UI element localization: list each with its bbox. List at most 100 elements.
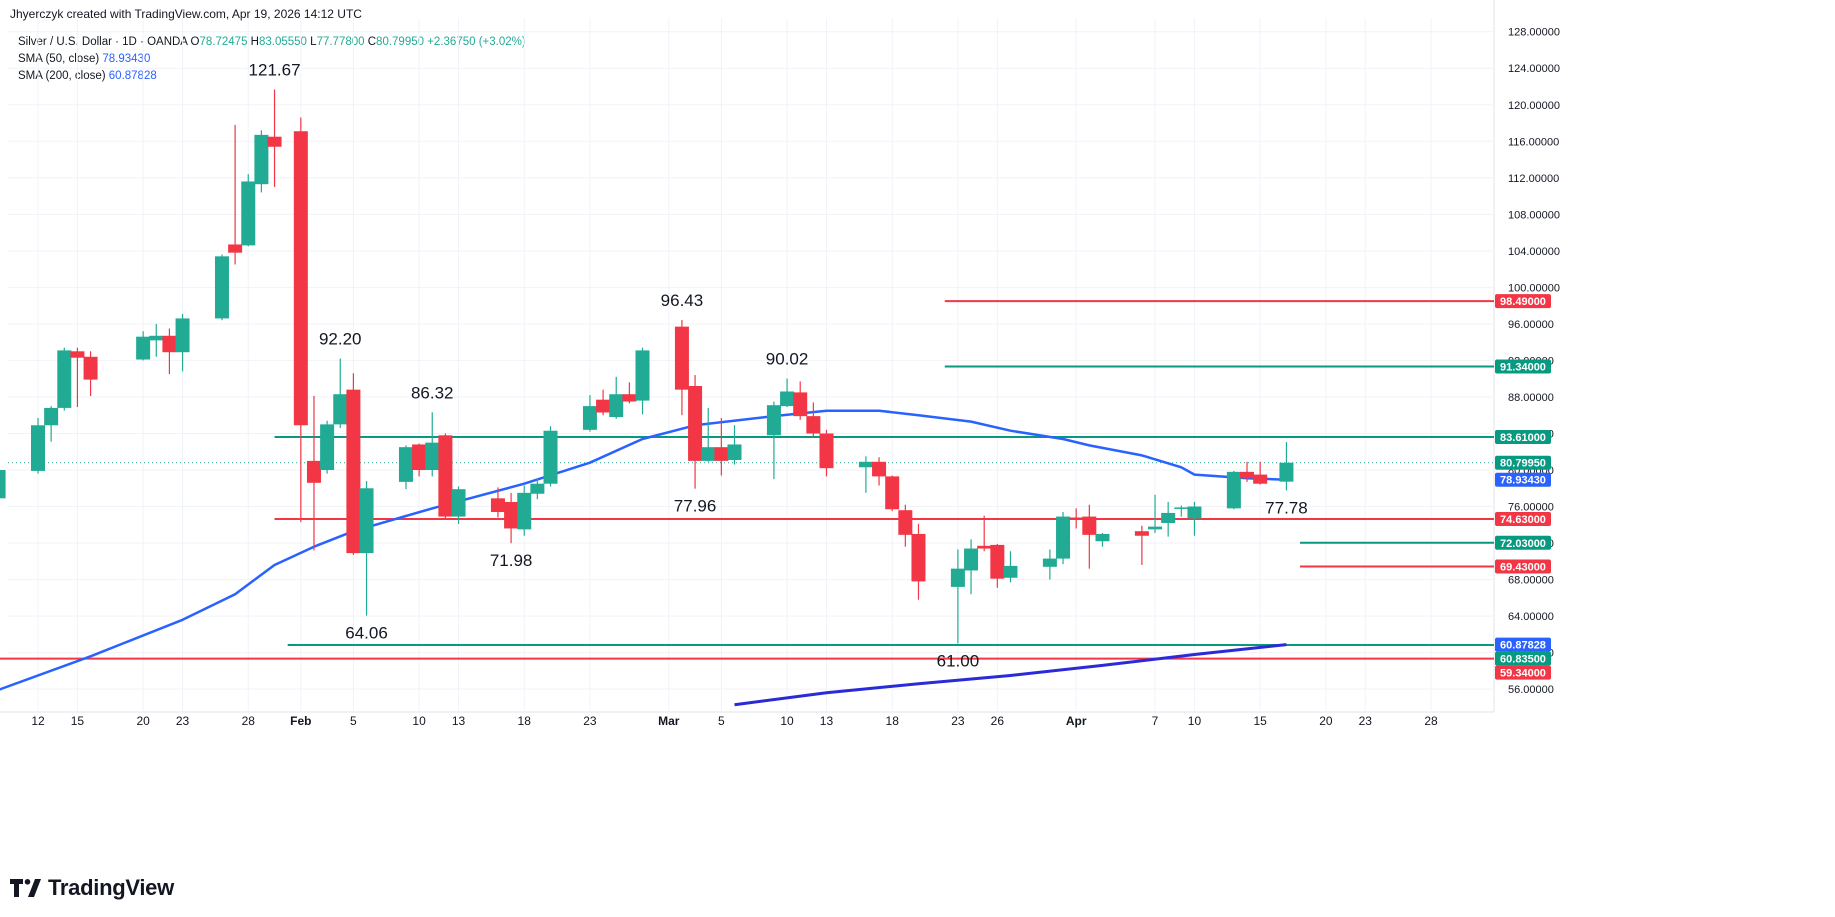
price-axis-badge (1495, 535, 1551, 550)
candle-body[interactable] (162, 335, 177, 353)
candle-body[interactable] (1279, 462, 1294, 482)
candle-body[interactable] (1187, 506, 1202, 519)
candle-body[interactable] (1174, 507, 1189, 509)
candle-body[interactable] (241, 181, 256, 246)
candle-body[interactable] (490, 498, 505, 513)
candle-body[interactable] (858, 461, 873, 468)
price-axis-badge-label: 74.63000 (1500, 514, 1546, 526)
candle-body[interactable] (964, 548, 979, 571)
price-annotation: 61.00 (937, 652, 980, 671)
tradingview-logo[interactable]: TradingView (10, 875, 174, 901)
candle-body[interactable] (635, 350, 650, 401)
x-tick-label: 5 (350, 714, 357, 728)
candle-body[interactable] (766, 405, 781, 436)
candle-body[interactable] (622, 394, 637, 402)
candle-body[interactable] (214, 256, 229, 319)
candle-body[interactable] (872, 461, 887, 477)
candle-body[interactable] (701, 447, 716, 461)
candle-body[interactable] (609, 394, 624, 418)
candle-body[interactable] (1226, 471, 1241, 509)
candle-body[interactable] (530, 483, 545, 494)
candle-body[interactable] (504, 501, 519, 529)
candle-body[interactable] (1042, 558, 1057, 567)
candle-body[interactable] (438, 435, 453, 517)
candle-body[interactable] (1082, 516, 1097, 535)
candle-body[interactable] (977, 545, 992, 549)
candle-body[interactable] (596, 399, 611, 413)
candle-body[interactable] (306, 460, 321, 483)
candle-body[interactable] (1148, 526, 1163, 530)
candle-body[interactable] (398, 447, 413, 482)
candle-body[interactable] (57, 350, 72, 408)
candle-body[interactable] (1240, 471, 1255, 479)
y-tick-label: 120.00000 (1508, 100, 1560, 112)
candle-body[interactable] (136, 336, 151, 360)
candle-body[interactable] (451, 489, 466, 517)
candle-body[interactable] (819, 433, 834, 469)
candle-body[interactable] (688, 386, 703, 461)
candle-body[interactable] (727, 444, 742, 460)
candle-body[interactable] (674, 326, 689, 390)
y-tick-label: 88.00000 (1508, 392, 1554, 404)
y-tick-label: 104.00000 (1508, 246, 1560, 258)
sma200-line[interactable] (734, 643, 1287, 707)
candle-body[interactable] (1161, 512, 1176, 523)
candle-body[interactable] (543, 430, 558, 484)
legend-o-label: O (190, 36, 200, 48)
candle-body[interactable] (293, 131, 308, 426)
candle-body[interactable] (149, 335, 164, 341)
candle-body[interactable] (1134, 531, 1149, 536)
candle-body[interactable] (1056, 516, 1071, 559)
candle-body[interactable] (31, 425, 45, 471)
legend-symbol[interactable]: Silver / U.S. Dollar · 1D · OANDA (18, 36, 188, 48)
y-tick-label: 64.00000 (1508, 611, 1554, 623)
candle-body[interactable] (714, 447, 729, 461)
candle-body[interactable] (425, 442, 440, 471)
candle-body[interactable] (0, 470, 6, 499)
candle-body[interactable] (346, 389, 361, 554)
candle-body[interactable] (359, 488, 374, 554)
price-axis-badge-label: 59.34000 (1500, 668, 1546, 680)
candle-body[interactable] (990, 544, 1005, 579)
candle-body[interactable] (412, 444, 427, 471)
legend-low: 77.77800 (316, 36, 365, 48)
legend-sma200-value: 60.87828 (108, 70, 157, 82)
price-axis-badge-label: 80.79950 (1500, 458, 1546, 470)
price-axis-badge (1495, 430, 1551, 445)
candle-body[interactable] (793, 392, 808, 417)
legend-sma200-row[interactable]: SMA (200, close) 60.87828 (18, 68, 526, 85)
candle-body[interactable] (1253, 474, 1268, 484)
candle-body[interactable] (1069, 517, 1084, 520)
price-axis-badge-label: 60.83500 (1500, 654, 1546, 666)
candle-body[interactable] (254, 134, 269, 185)
candle-body[interactable] (1003, 565, 1018, 578)
candle-body[interactable] (83, 356, 98, 380)
x-tick-label: 12 (31, 714, 45, 728)
price-annotation: 64.06 (345, 624, 388, 643)
candle-body[interactable] (582, 406, 597, 430)
y-tick-label: 116.00000 (1508, 136, 1559, 148)
x-tick-label: 20 (136, 714, 150, 728)
candle-body[interactable] (780, 391, 795, 407)
candle-body[interactable] (885, 476, 900, 510)
tradingview-logo-icon (10, 879, 41, 897)
candle-body[interactable] (267, 136, 282, 147)
candle-body[interactable] (333, 394, 348, 425)
candle-body[interactable] (175, 318, 190, 353)
candle-body[interactable] (44, 407, 59, 426)
x-tick-label: 23 (951, 714, 965, 728)
candle-body[interactable] (517, 492, 532, 530)
candle-body[interactable] (228, 244, 243, 253)
y-tick-label: 96.00000 (1508, 319, 1554, 331)
sma50-line[interactable] (0, 409, 1287, 695)
candle-body[interactable] (806, 416, 821, 434)
candle-body[interactable] (1095, 533, 1110, 542)
x-tick-label: 7 (1152, 714, 1159, 728)
candle-body[interactable] (911, 533, 926, 582)
candle-body[interactable] (950, 568, 965, 587)
candle-body[interactable] (898, 510, 913, 535)
candle-body[interactable] (320, 424, 335, 471)
candle-body[interactable] (70, 351, 85, 358)
